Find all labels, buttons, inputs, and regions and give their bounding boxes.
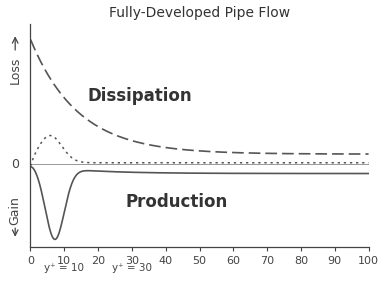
Text: y⁺ = 30: y⁺ = 30 [112,263,152,273]
Text: Production: Production [125,193,227,211]
Text: Gain: Gain [9,197,22,225]
Title: Fully-Developed Pipe Flow: Fully-Developed Pipe Flow [109,6,290,20]
Text: 0: 0 [11,158,19,171]
Text: y⁺ = 10: y⁺ = 10 [44,263,84,273]
Text: Dissipation: Dissipation [88,87,193,105]
Text: Loss: Loss [9,57,22,85]
